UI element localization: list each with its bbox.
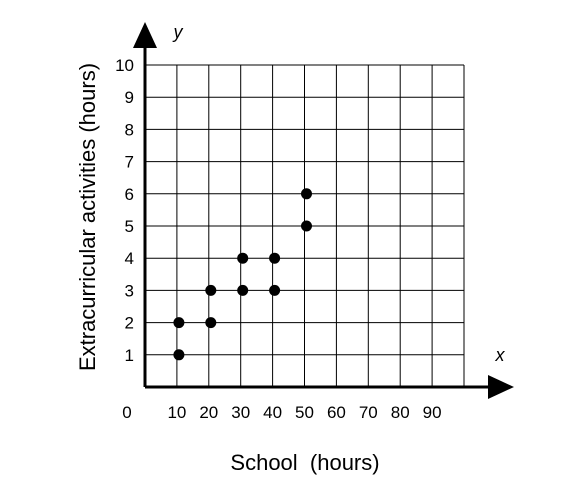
data-point	[269, 252, 281, 264]
origin-label: 0	[122, 403, 131, 422]
y-tick-label: 5	[125, 217, 134, 236]
y-tick-label: 6	[125, 185, 134, 204]
x-axis-title: School (hours)	[230, 450, 380, 475]
y-tick-label: 2	[125, 314, 134, 333]
x-axis-letter: x	[495, 345, 506, 365]
x-tick-label: 70	[359, 403, 378, 422]
x-tick-label: 50	[295, 403, 314, 422]
y-axis-title: Extracurricular activities (hours)	[75, 62, 100, 372]
data-point	[237, 284, 249, 296]
x-axis-arrow-icon	[488, 375, 514, 399]
x-tick-label: 20	[199, 403, 218, 422]
data-point	[205, 317, 217, 329]
data-point	[301, 220, 312, 232]
data-point	[237, 252, 249, 264]
y-tick-label: 3	[125, 281, 134, 300]
y-axis-arrow-icon	[133, 22, 157, 48]
x-tick-label: 80	[391, 403, 410, 422]
data-points	[173, 188, 312, 361]
y-tick-label: 8	[125, 120, 134, 139]
axes	[133, 22, 514, 399]
x-tick-label: 10	[167, 403, 186, 422]
data-point	[269, 284, 281, 296]
y-tick-label: 9	[125, 88, 134, 107]
grid	[145, 64, 465, 387]
x-tick-label: 60	[327, 403, 346, 422]
x-tick-label: 40	[263, 403, 282, 422]
y-tick-label: 10	[115, 56, 134, 75]
x-tick-label: 30	[231, 403, 250, 422]
y-tick-label: 1	[125, 346, 134, 365]
data-point	[173, 349, 185, 361]
x-tick-label: 90	[423, 403, 442, 422]
data-point	[173, 317, 185, 329]
data-point	[205, 284, 217, 296]
tick-labels: y x 0 1 2 3 4 5 6 7 8 9 10 10 20 30 40 50 60 70 80 90	[115, 22, 505, 422]
data-point	[301, 188, 312, 200]
y-tick-label: 7	[125, 153, 134, 172]
y-tick-label: 4	[125, 249, 134, 268]
y-axis-letter: y	[172, 22, 184, 42]
